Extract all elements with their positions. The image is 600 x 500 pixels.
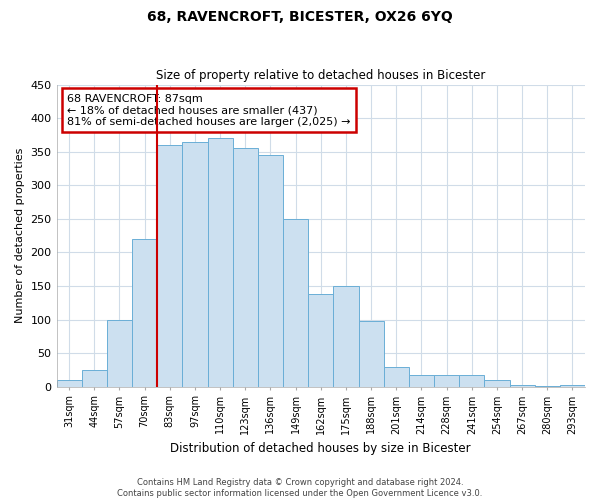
Bar <box>182 142 208 386</box>
Bar <box>434 374 459 386</box>
Bar <box>484 380 509 386</box>
Bar <box>56 380 82 386</box>
Bar <box>258 155 283 386</box>
Bar <box>157 145 182 386</box>
Bar <box>233 148 258 386</box>
X-axis label: Distribution of detached houses by size in Bicester: Distribution of detached houses by size … <box>170 442 471 455</box>
Text: Contains HM Land Registry data © Crown copyright and database right 2024.
Contai: Contains HM Land Registry data © Crown c… <box>118 478 482 498</box>
Bar <box>359 321 383 386</box>
Bar <box>409 374 434 386</box>
Bar <box>308 294 334 386</box>
Y-axis label: Number of detached properties: Number of detached properties <box>15 148 25 324</box>
Bar <box>107 320 132 386</box>
Bar <box>459 374 484 386</box>
Bar <box>334 286 359 386</box>
Bar <box>283 219 308 386</box>
Bar <box>208 138 233 386</box>
Text: 68, RAVENCROFT, BICESTER, OX26 6YQ: 68, RAVENCROFT, BICESTER, OX26 6YQ <box>147 10 453 24</box>
Text: 68 RAVENCROFT: 87sqm
← 18% of detached houses are smaller (437)
81% of semi-deta: 68 RAVENCROFT: 87sqm ← 18% of detached h… <box>67 94 350 127</box>
Bar <box>509 384 535 386</box>
Bar <box>132 239 157 386</box>
Bar <box>383 366 409 386</box>
Bar <box>82 370 107 386</box>
Title: Size of property relative to detached houses in Bicester: Size of property relative to detached ho… <box>156 69 485 82</box>
